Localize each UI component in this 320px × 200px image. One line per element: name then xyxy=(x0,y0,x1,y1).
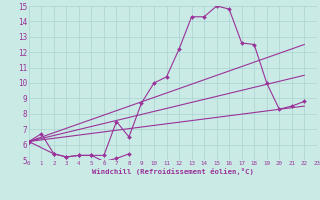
X-axis label: Windchill (Refroidissement éolien,°C): Windchill (Refroidissement éolien,°C) xyxy=(92,168,254,175)
